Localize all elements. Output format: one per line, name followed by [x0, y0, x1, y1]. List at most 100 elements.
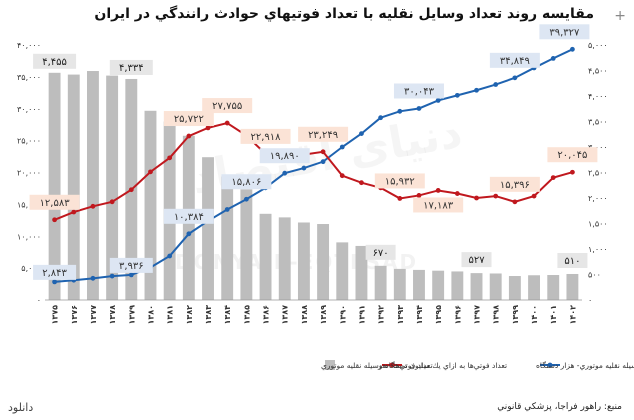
vehicles-data-label: ۲,۸۴۳ — [42, 268, 67, 279]
left-axis-tick-label: ۰ — [37, 296, 41, 305]
vehicles-point — [128, 272, 134, 278]
vehicles-point — [493, 82, 499, 87]
vehicles-data-label: ۱۵,۸۰۶ — [231, 177, 261, 188]
vehicles-point — [570, 46, 575, 52]
bar — [221, 176, 234, 300]
bar — [547, 275, 560, 300]
bar-data-label-bg — [461, 252, 492, 268]
x-axis-tick-label: ۱۳۷۹ — [127, 305, 136, 325]
left-axis-tick-label: ۳۵,۰۰۰ — [17, 73, 41, 82]
x-axis-tick-label: ۱۳۷۸ — [108, 305, 117, 325]
x-axis-tick-label: ۱۳۹۰ — [338, 305, 347, 325]
bar-data-label-bg — [33, 53, 77, 69]
vehicles-data-label: ۱۰,۳۸۴ — [174, 212, 204, 223]
deaths-point — [109, 199, 115, 205]
vehicles-point — [378, 115, 384, 121]
x-axis-tick-label: ۱۳۹۹ — [511, 305, 520, 325]
left-axis-tick-label: ۵,۰۰۰ — [21, 264, 41, 273]
vehicles-data-label: ۳۴,۸۴۹ — [500, 56, 530, 67]
vehicles-point — [454, 92, 460, 98]
vehicles-data-label: ۳۰,۰۴۳ — [404, 86, 435, 97]
vehicles-data-label-bg — [393, 83, 444, 99]
bar — [48, 72, 61, 300]
right-axis-tick-label: ۱,۵۰۰ — [588, 220, 608, 229]
vehicles-data-label-bg — [259, 148, 310, 164]
bar — [508, 276, 521, 300]
bar — [528, 275, 540, 300]
deaths-data-label-bg — [202, 98, 253, 114]
left-axis-tick-label: ۳۰,۰۰۰ — [17, 105, 41, 114]
left-axis-tick-label: ۱۵,۰۰۰ — [17, 200, 41, 209]
legend-vehicles-marker — [547, 362, 553, 368]
deaths-point — [90, 203, 96, 209]
bar — [317, 224, 330, 300]
bar — [489, 273, 502, 300]
vehicles-point — [435, 98, 441, 103]
bar — [259, 213, 272, 300]
deaths-data-label: ۲۷,۷۵۵ — [212, 101, 242, 112]
deaths-data-label: ۱۵,۳۹۶ — [500, 180, 530, 191]
vehicles-data-label-bg — [33, 264, 77, 280]
vehicles-data-label: ۳۹,۳۲۷ — [549, 27, 580, 38]
download-link[interactable]: دانلود — [8, 401, 34, 414]
deaths-point — [167, 155, 173, 161]
right-axis-tick-label: ۳,۵۰۰ — [588, 118, 608, 127]
left-axis-tick-label: ۲۵,۰۰۰ — [17, 137, 41, 146]
deaths-point — [148, 169, 153, 175]
deaths-point — [71, 209, 77, 215]
vehicles-point — [243, 196, 249, 202]
bar — [470, 273, 483, 300]
deaths-data-label: ۲۲,۹۱۸ — [251, 132, 282, 143]
deaths-point — [550, 175, 556, 181]
left-axis-tick-label: ۴۰,۰۰۰ — [17, 41, 41, 50]
bar — [393, 268, 406, 300]
vehicles-point — [474, 87, 479, 93]
deaths-data-label-bg — [489, 176, 540, 192]
deaths-point — [320, 149, 326, 155]
right-axis-tick-label: ۲,۵۰۰ — [588, 169, 608, 178]
deaths-point — [435, 188, 441, 193]
vehicles-data-label-bg — [109, 257, 153, 273]
bar — [336, 242, 349, 300]
bar — [106, 75, 119, 300]
x-axis-tick-label: ۱۳۷۵ — [51, 305, 60, 325]
right-axis-tick-label: ۵۰۰ — [588, 271, 601, 280]
right-axis-tick-label: ۰ — [588, 296, 592, 305]
deaths-point — [52, 217, 57, 223]
deaths-point — [339, 173, 345, 179]
deaths-data-label: ۱۷,۱۸۳ — [423, 200, 454, 211]
deaths-data-label: ۲۰,۰۴۵ — [557, 150, 587, 161]
bar — [87, 71, 99, 300]
x-axis-tick-label: ۱۳۸۰ — [146, 305, 155, 325]
deaths-point — [454, 191, 460, 196]
x-axis-tick-label: ۱۳۹۱ — [357, 305, 366, 325]
bar — [566, 273, 579, 300]
x-axis-tick-label: ۱۳۸۳ — [204, 305, 213, 325]
chart-title: مقايسه روند تعداد وسايل نقليه با تعداد ف… — [94, 6, 594, 22]
vehicles-point — [416, 106, 422, 111]
legend-bars-label: تعداد فوتي‌ها به ازاي يك ميليون دستگاه و… — [321, 361, 507, 370]
deaths-point — [186, 133, 192, 139]
deaths-data-label: ۱۵,۹۳۲ — [385, 176, 415, 187]
vehicles-point — [109, 273, 115, 279]
bar — [67, 74, 80, 300]
vehicles-point — [359, 131, 364, 137]
x-axis-tick-label: ۱۳۸۶ — [262, 305, 271, 325]
x-axis-tick-label: ۱۳۸۹ — [319, 305, 328, 325]
x-axis-tick-label: ۱۳۸۱ — [166, 305, 175, 325]
legend-deaths-marker — [389, 362, 395, 368]
x-axis-tick-label: ۱۳۹۸ — [492, 305, 501, 325]
left-axis-tick-label: ۱۰,۰۰۰ — [17, 232, 41, 241]
vehicles-point — [186, 231, 192, 237]
plus-icon[interactable]: + — [614, 8, 626, 24]
x-axis-tick-label: ۱۳۸۷ — [281, 305, 290, 325]
deaths-data-label-bg — [240, 128, 291, 144]
legend-deaths-label: تعداد فوتي‌ها- نفر — [377, 361, 433, 370]
deaths-point — [493, 193, 499, 199]
x-axis-tick-label: ۱۳۹۴ — [415, 305, 424, 325]
vehicles-point — [224, 207, 230, 212]
right-axis-tick-label: ۴,۰۰۰ — [588, 92, 608, 101]
bar — [413, 269, 425, 300]
right-axis-tick-label: ۱,۰۰۰ — [588, 245, 608, 254]
